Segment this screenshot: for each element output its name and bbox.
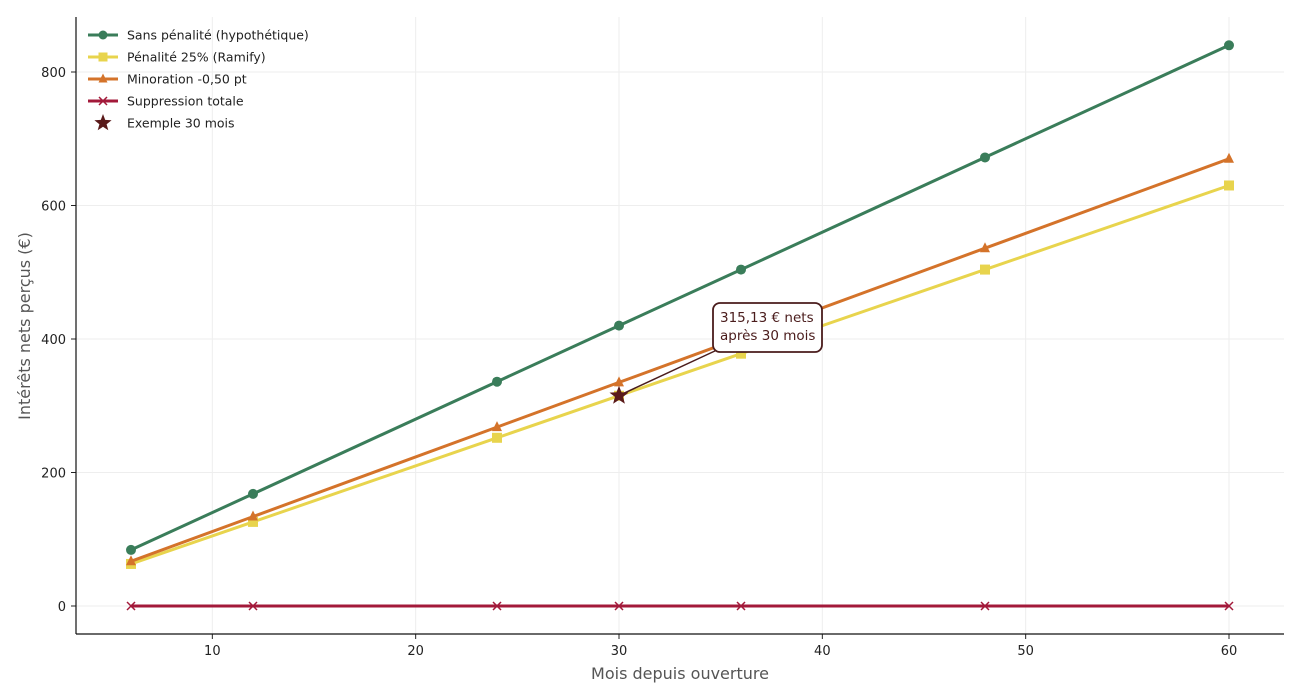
series-line bbox=[130, 43, 1230, 552]
triangle-marker-icon bbox=[492, 421, 502, 432]
y-tick-label: 0 bbox=[58, 600, 66, 615]
series-circle bbox=[126, 40, 1234, 555]
square-marker-icon bbox=[248, 516, 258, 527]
y-axis-label: Intérêts nets perçus (€) bbox=[15, 232, 34, 420]
x-marker-icon bbox=[1224, 601, 1234, 611]
series-x bbox=[126, 601, 1234, 611]
triangle-marker-icon bbox=[1224, 152, 1234, 163]
circle-marker-icon bbox=[126, 544, 136, 555]
annotation-line-2: après 30 mois bbox=[720, 328, 815, 344]
triangle-marker-icon bbox=[614, 376, 624, 387]
triangle-marker-icon bbox=[980, 242, 990, 253]
circle-marker-icon bbox=[736, 264, 746, 275]
y-tick-label: 600 bbox=[41, 200, 66, 215]
circle-marker-icon bbox=[1224, 40, 1234, 51]
x-marker-icon bbox=[736, 601, 746, 611]
annotation: 315,13 € nets après 30 mois bbox=[609, 302, 823, 404]
y-tick-label: 200 bbox=[41, 467, 66, 482]
legend-label: Exemple 30 mois bbox=[127, 116, 235, 131]
legend-label: Minoration -0,50 pt bbox=[127, 72, 247, 87]
annotation-box bbox=[712, 302, 823, 353]
square-marker-icon bbox=[980, 264, 990, 275]
x-tick-label: 50 bbox=[1017, 644, 1034, 659]
x-tick-label: 40 bbox=[814, 644, 831, 659]
series-lines bbox=[126, 40, 1234, 611]
legend-label: Pénalité 25% (Ramify) bbox=[127, 50, 266, 65]
x-marker-icon bbox=[492, 601, 502, 611]
square-marker-icon bbox=[492, 432, 502, 443]
legend-item: Sans pénalité (hypothétique) bbox=[88, 28, 309, 43]
annotation-arrow bbox=[622, 349, 718, 395]
legend-item: Minoration -0,50 pt bbox=[88, 72, 247, 87]
x-axis-label: Mois depuis ouverture bbox=[591, 664, 769, 683]
circle-marker-icon bbox=[980, 152, 990, 163]
star-marker-icon bbox=[609, 385, 629, 404]
square-marker-icon bbox=[736, 348, 746, 359]
star-marker-icon bbox=[94, 114, 112, 131]
x-tick-label: 10 bbox=[204, 644, 221, 659]
circle-marker-icon bbox=[248, 488, 258, 499]
series-line bbox=[130, 157, 1230, 563]
annotation-line-1: 315,13 € nets bbox=[720, 310, 814, 326]
series-triangle bbox=[126, 152, 1234, 566]
square-marker-icon bbox=[98, 52, 108, 62]
triangle-marker-icon bbox=[98, 73, 108, 83]
x-tick-label: 30 bbox=[611, 644, 628, 659]
legend-label: Sans pénalité (hypothétique) bbox=[127, 28, 309, 43]
y-tick-label: 400 bbox=[41, 333, 66, 348]
x-marker-icon bbox=[98, 96, 108, 106]
square-marker-icon bbox=[1224, 180, 1234, 191]
circle-marker-icon bbox=[614, 320, 624, 331]
series-line bbox=[130, 184, 1230, 566]
legend-item: Pénalité 25% (Ramify) bbox=[88, 50, 266, 65]
legend-item: Exemple 30 mois bbox=[94, 114, 235, 131]
triangle-marker-icon bbox=[126, 555, 136, 566]
x-tick-label: 20 bbox=[407, 644, 424, 659]
x-marker-icon bbox=[126, 601, 136, 611]
x-marker-icon bbox=[980, 601, 990, 611]
x-tick-label: 60 bbox=[1221, 644, 1238, 659]
x-marker-icon bbox=[248, 601, 258, 611]
circle-marker-icon bbox=[98, 30, 108, 40]
legend-item: Suppression totale bbox=[88, 94, 244, 109]
y-tick-label: 800 bbox=[41, 66, 66, 81]
series-square bbox=[126, 180, 1234, 569]
circle-marker-icon bbox=[492, 376, 502, 387]
x-marker-icon bbox=[614, 601, 624, 611]
triangle-marker-icon bbox=[248, 510, 258, 521]
grid-lines bbox=[76, 17, 1284, 634]
legend: Sans pénalité (hypothétique) Pénalité 25%… bbox=[88, 28, 309, 131]
legend-label: Suppression totale bbox=[127, 94, 244, 109]
